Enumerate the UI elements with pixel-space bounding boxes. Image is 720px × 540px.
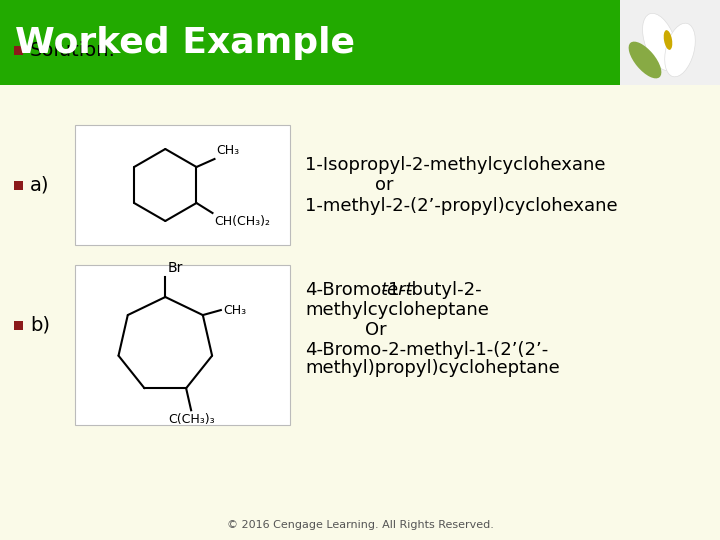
Bar xyxy=(14,181,23,190)
Text: Solution:: Solution: xyxy=(30,40,116,59)
Text: C(CH₃)₃: C(CH₃)₃ xyxy=(168,413,215,426)
Ellipse shape xyxy=(629,42,662,78)
Ellipse shape xyxy=(665,23,696,77)
Ellipse shape xyxy=(642,14,678,71)
Text: Worked Example: Worked Example xyxy=(15,25,355,59)
Text: 4-Bromo-2-methyl-1-(2’(2’-: 4-Bromo-2-methyl-1-(2’(2’- xyxy=(305,341,548,359)
Text: CH₃: CH₃ xyxy=(222,303,246,316)
Text: methylcycloheptane: methylcycloheptane xyxy=(305,301,489,319)
Text: CH(CH₃)₂: CH(CH₃)₂ xyxy=(215,215,271,228)
Bar xyxy=(14,46,23,55)
Text: © 2016 Cengage Learning. All Rights Reserved.: © 2016 Cengage Learning. All Rights Rese… xyxy=(227,520,493,530)
Text: 4-Bromo-1-: 4-Bromo-1- xyxy=(305,281,406,299)
Text: CH₃: CH₃ xyxy=(217,144,240,157)
Text: tert: tert xyxy=(381,281,413,299)
Text: b): b) xyxy=(30,315,50,334)
Text: Br: Br xyxy=(167,261,183,275)
Text: methyl)propyl)cycloheptane: methyl)propyl)cycloheptane xyxy=(305,359,559,377)
Bar xyxy=(75,125,290,245)
Bar xyxy=(620,0,720,85)
Text: -butyl-2-: -butyl-2- xyxy=(405,281,482,299)
Text: a): a) xyxy=(30,176,50,194)
Text: or: or xyxy=(375,176,394,194)
Text: Or: Or xyxy=(365,321,387,339)
Ellipse shape xyxy=(664,30,672,50)
Bar xyxy=(14,321,23,330)
Bar xyxy=(75,265,290,425)
Bar xyxy=(0,0,720,85)
Text: 1-methyl-2-(2’-propyl)cyclohexane: 1-methyl-2-(2’-propyl)cyclohexane xyxy=(305,197,618,215)
Text: 1-Isopropyl-2-methylcyclohexane: 1-Isopropyl-2-methylcyclohexane xyxy=(305,156,606,174)
